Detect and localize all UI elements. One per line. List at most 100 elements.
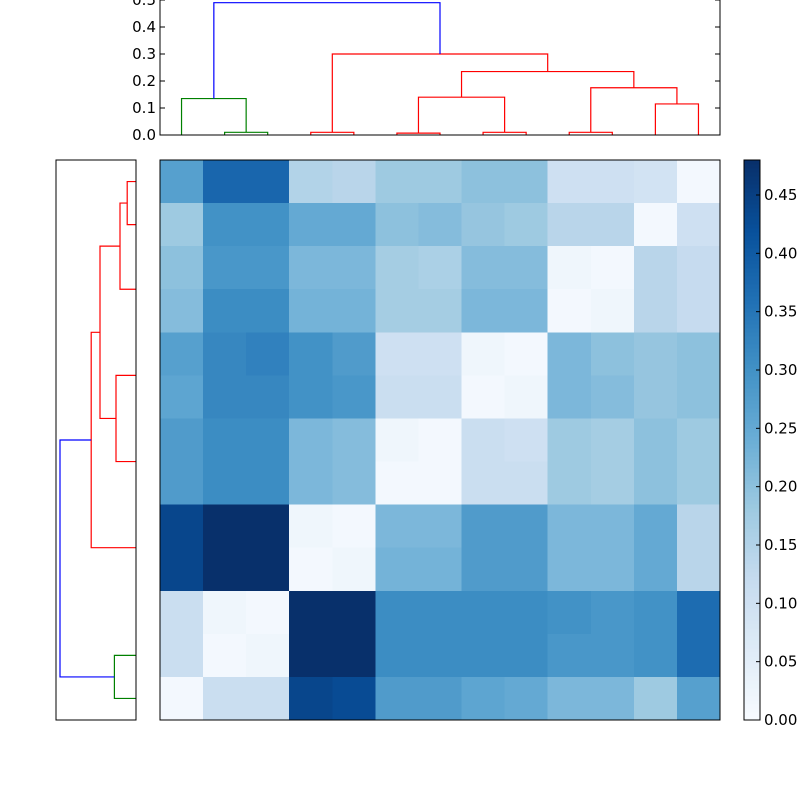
colorbar-segment <box>744 300 760 305</box>
colorbar-segment <box>744 168 760 173</box>
colorbar-segment <box>744 416 760 421</box>
heatmap-cell <box>547 461 592 506</box>
heatmap-cell <box>375 203 420 247</box>
heatmap-cell <box>676 160 721 204</box>
heatmap-cell <box>375 418 420 463</box>
heatmap-cell <box>461 633 506 678</box>
colorbar-segment <box>744 664 760 669</box>
colorbar-segment <box>744 600 760 605</box>
top-dendrogram-link-7 <box>654 103 700 135</box>
colorbar-segment <box>744 624 760 629</box>
colorbar-segment <box>744 268 760 273</box>
colorbar-segment <box>744 592 760 597</box>
heatmap-cell <box>246 633 290 678</box>
colorbar-segment <box>744 312 760 317</box>
heatmap-cell <box>547 375 592 420</box>
colorbar-segment <box>744 588 760 593</box>
colorbar-segment <box>744 708 760 713</box>
colorbar-segment <box>744 188 760 193</box>
heatmap-cell <box>418 461 463 506</box>
colorbar-segment <box>744 680 760 685</box>
heatmap-cell <box>203 547 247 592</box>
heatmap-cell <box>289 590 333 635</box>
heatmap-cell <box>676 633 721 678</box>
top-dendrogram-link-8 <box>590 87 678 133</box>
heatmap-cell <box>461 375 506 420</box>
heatmap-cell <box>160 246 204 290</box>
heatmap-cell <box>332 332 376 376</box>
heatmap-cell <box>547 332 592 376</box>
colorbar-segment <box>744 572 760 577</box>
heatmap-cell <box>246 160 290 204</box>
heatmap-cell <box>504 160 549 204</box>
heatmap-cell <box>504 590 549 635</box>
top-dendrogram: 0.0 0.1 0.2 0.3 0.4 0.5 <box>132 0 721 144</box>
heatmap-cell <box>504 676 549 721</box>
colorbar-segment <box>744 348 760 353</box>
colorbar-segment <box>744 252 760 257</box>
colorbar-segment <box>744 636 760 641</box>
heatmap-cell <box>418 332 463 376</box>
colorbar-segment <box>744 628 760 633</box>
heatmap-cell <box>504 246 549 290</box>
colorbar-segment <box>744 400 760 405</box>
colorbar-segment <box>744 620 760 625</box>
top-ytick-label: 0.5 <box>132 0 156 9</box>
heatmap-cell <box>418 590 463 635</box>
heatmap-cell <box>547 160 592 204</box>
heatmap-cell <box>461 676 506 721</box>
colorbar-segment <box>744 212 760 217</box>
heatmap-cell <box>590 160 635 204</box>
heatmap-cell <box>633 246 678 290</box>
left-dendrogram-link-0 <box>126 180 136 226</box>
heatmap-cell <box>504 375 549 420</box>
colorbar-segment <box>744 516 760 521</box>
heatmap-cell <box>375 547 420 592</box>
heatmap-cell <box>246 418 290 463</box>
colorbar-segment <box>744 444 760 449</box>
heatmap-cell <box>203 246 247 290</box>
heatmap-cell <box>375 633 420 678</box>
heatmap-cell <box>547 676 592 721</box>
heatmap-cell <box>590 332 635 376</box>
heatmap-cell <box>547 633 592 678</box>
colorbar-segment <box>744 692 760 697</box>
top-dendrogram-frame <box>159 0 721 136</box>
heatmap-cell <box>160 590 204 635</box>
heatmap-cell <box>590 461 635 506</box>
heatmap-cell <box>332 590 376 635</box>
heatmap-cell <box>246 461 290 506</box>
heatmap-cell <box>633 332 678 376</box>
heatmap-cell <box>633 418 678 463</box>
heatmap-cell <box>547 418 592 463</box>
heatmap-cell <box>332 504 376 549</box>
colorbar-segment <box>744 172 760 177</box>
colorbar-segment <box>744 612 760 617</box>
heatmap-cell <box>633 676 678 721</box>
heatmap-cell <box>160 160 204 204</box>
colorbar-segment <box>744 440 760 445</box>
heatmap-cell <box>461 289 506 333</box>
colorbar-segment <box>744 616 760 621</box>
colorbar-segment <box>744 480 760 485</box>
heatmap-cell <box>332 418 376 463</box>
heatmap-cell <box>203 289 247 333</box>
heatmap-cell <box>504 461 549 506</box>
colorbar-segment <box>744 356 760 361</box>
heatmap-cell <box>246 676 290 721</box>
colorbar-segment <box>744 560 760 565</box>
heatmap-cell <box>676 504 721 549</box>
heatmap-cell <box>633 203 678 247</box>
colorbar-frame <box>743 159 761 721</box>
heatmap-cell <box>590 504 635 549</box>
heatmap-cell <box>289 633 333 678</box>
heatmap-cell <box>418 547 463 592</box>
colorbar-segment <box>744 264 760 269</box>
colorbar-segment <box>744 216 760 221</box>
heatmap-cell <box>246 203 290 247</box>
heatmap-cell <box>203 160 247 204</box>
top-ytick-label: 0.3 <box>132 45 156 63</box>
colorbar-segment <box>744 672 760 677</box>
heatmap-cell <box>375 461 420 506</box>
heatmap-cell <box>418 246 463 290</box>
